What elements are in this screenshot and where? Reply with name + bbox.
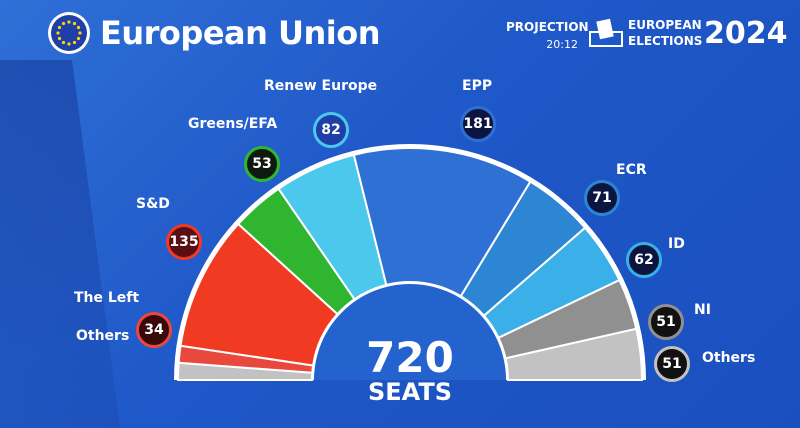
hemicycle-segment-epp-5 [352,147,532,298]
hemicycle-segment-others-9 [504,327,644,381]
elections-label: EUROPEAN ELECTIONS [628,17,702,49]
eu-star-icon [76,36,81,41]
label-ni: NI [694,302,711,318]
eu-star-icon [67,20,71,24]
eu-star-icon [61,40,66,45]
label-others-right: Others [702,350,756,366]
page-title: European Union [100,14,381,52]
eu-star-icon [67,42,71,46]
badge-others-right: 51 [654,346,690,382]
projection-info: PROJECTION 20:12 [506,18,589,54]
elections-line2: ELECTIONS [628,34,703,48]
projection-time: 20:12 [546,38,578,51]
badge-left-others: 34 [136,312,172,348]
label-others-left: Others [76,328,130,344]
label-renew-europe: Renew Europe [264,78,378,94]
eu-star-icon [57,36,62,41]
badge-renew-europe: 82 [313,112,349,148]
total-seats-unit: SEATS [367,378,453,406]
total-seats-number: 720 [366,333,454,382]
badge-greens-efa: 53 [244,146,280,182]
label-id: ID [668,236,685,252]
badge-ni: 51 [648,304,684,340]
hemicycle-center [314,284,506,380]
badge-ecr: 71 [584,180,620,216]
projection-label: PROJECTION [506,20,589,34]
badge-s-and-d: 135 [166,224,202,260]
election-year: 2024 [704,16,788,51]
label-s-and-d: S&D [136,196,170,212]
eu-star-icon [56,31,60,35]
label-epp: EPP [462,78,493,94]
label-ecr: ECR [616,162,647,178]
badge-id: 62 [626,242,662,278]
eu-star-icon [78,31,82,35]
eu-star-icon [72,40,77,45]
eu-flag-icon [48,12,90,54]
eu-star-icon [57,25,62,30]
eu-star-icon [61,21,66,26]
label-greens-efa: Greens/EFA [188,116,278,132]
label-the-left: The Left [74,290,140,306]
elections-line1: EUROPEAN [628,18,702,32]
eu-star-icon [76,25,81,30]
badge-epp: 181 [460,106,496,142]
eu-star-icon [72,21,77,26]
ballot-box-icon [589,18,623,47]
